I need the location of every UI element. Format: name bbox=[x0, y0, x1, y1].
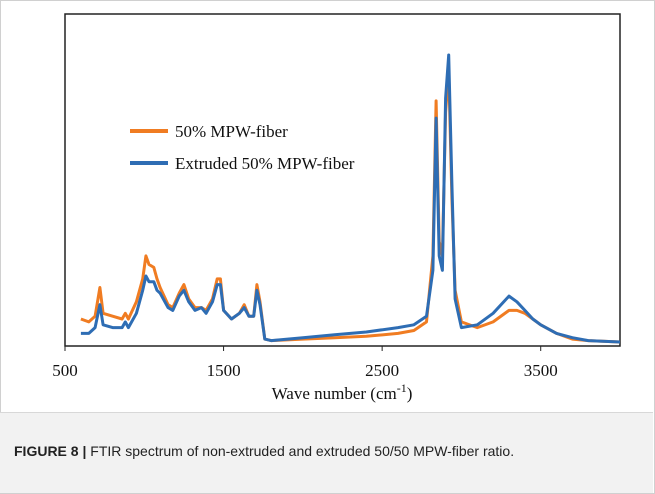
figure-caption-label: FIGURE 8 | bbox=[14, 443, 87, 459]
x-tick-label: 3500 bbox=[524, 361, 558, 380]
series-layer bbox=[80, 53, 621, 344]
x-tick-label: 1500 bbox=[207, 361, 241, 380]
x-tick-layer: 500 1500 2500 3500 bbox=[52, 346, 558, 380]
legend-label-series-1: 50% MPW-fiber bbox=[175, 122, 288, 141]
series-line-1 bbox=[80, 67, 621, 344]
x-tick-label: 500 bbox=[52, 361, 78, 380]
legend-label-series-2: Extruded 50% MPW-fiber bbox=[175, 154, 355, 173]
figure-caption: FIGURE 8 | FTIR spectrum of non-extruded… bbox=[14, 441, 634, 462]
chart-canvas: 500 1500 2500 3500 50% MPW-fiber Extruded 5… bbox=[52, 13, 621, 403]
caption-background bbox=[0, 412, 653, 493]
x-axis-label-suffix: ) bbox=[407, 384, 413, 403]
series-line-2 bbox=[80, 53, 621, 344]
legend: 50% MPW-fiber Extruded 50% MPW-fiber bbox=[130, 122, 355, 173]
figure-caption-text: FTIR spectrum of non-extruded and extrud… bbox=[86, 443, 515, 459]
x-axis-label-main: Wave number (cm bbox=[272, 384, 397, 403]
x-tick-label: 2500 bbox=[365, 361, 399, 380]
x-axis-label-superscript: -1 bbox=[397, 381, 407, 395]
x-axis-label: Wave number (cm-1) bbox=[272, 381, 413, 403]
plot-area-border bbox=[64, 13, 621, 347]
